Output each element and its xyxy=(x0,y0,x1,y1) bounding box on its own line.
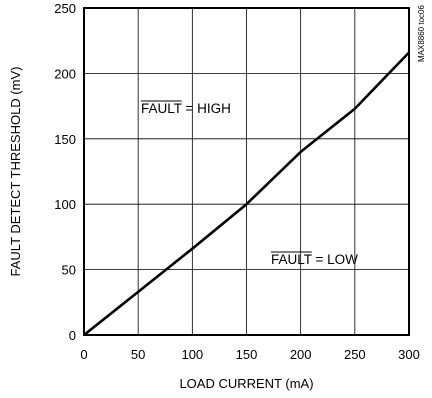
y-tick-label: 50 xyxy=(62,263,76,278)
series-line xyxy=(83,51,410,337)
y-tick-label: 100 xyxy=(54,197,76,212)
grid xyxy=(84,8,409,335)
y-tick-label: 0 xyxy=(69,328,76,343)
annotation-fault-high: FAULT = HIGH xyxy=(141,100,231,116)
svg-text:FAULT = HIGH: FAULT = HIGH xyxy=(141,101,231,116)
plot-frame xyxy=(83,7,410,336)
annotation-fault-high-state: = HIGH xyxy=(182,101,231,116)
y-tick-label: 250 xyxy=(54,1,76,16)
y-tick-labels: 0 50 100 150 200 250 xyxy=(54,1,76,343)
y-tick-label: 150 xyxy=(54,132,76,147)
x-tick-label: 250 xyxy=(344,347,366,362)
x-tick-label: 100 xyxy=(181,347,203,362)
annotation-fault-low-signal: FAULT xyxy=(271,252,312,267)
y-tick-label: 200 xyxy=(54,66,76,81)
annotation-fault-low-state: = LOW xyxy=(312,252,358,267)
x-axis-title: LOAD CURRENT (mA) xyxy=(179,376,313,391)
x-tick-label: 0 xyxy=(80,347,87,362)
y-axis-title: FAULT DETECT THRESHOLD (mV) xyxy=(8,67,23,277)
x-tick-label: 200 xyxy=(290,347,312,362)
annotation-fault-high-signal: FAULT xyxy=(141,101,182,116)
part-code-label: MAX8860 toc06 xyxy=(417,5,426,62)
series-group xyxy=(83,51,410,337)
annotation-fault-low: FAULT = LOW xyxy=(271,251,358,267)
x-tick-labels: 0 50 100 150 200 250 300 xyxy=(80,347,419,362)
x-tick-label: 150 xyxy=(236,347,258,362)
x-tick-label: 50 xyxy=(131,347,145,362)
x-tick-label: 300 xyxy=(398,347,420,362)
svg-text:FAULT = LOW: FAULT = LOW xyxy=(271,252,358,267)
